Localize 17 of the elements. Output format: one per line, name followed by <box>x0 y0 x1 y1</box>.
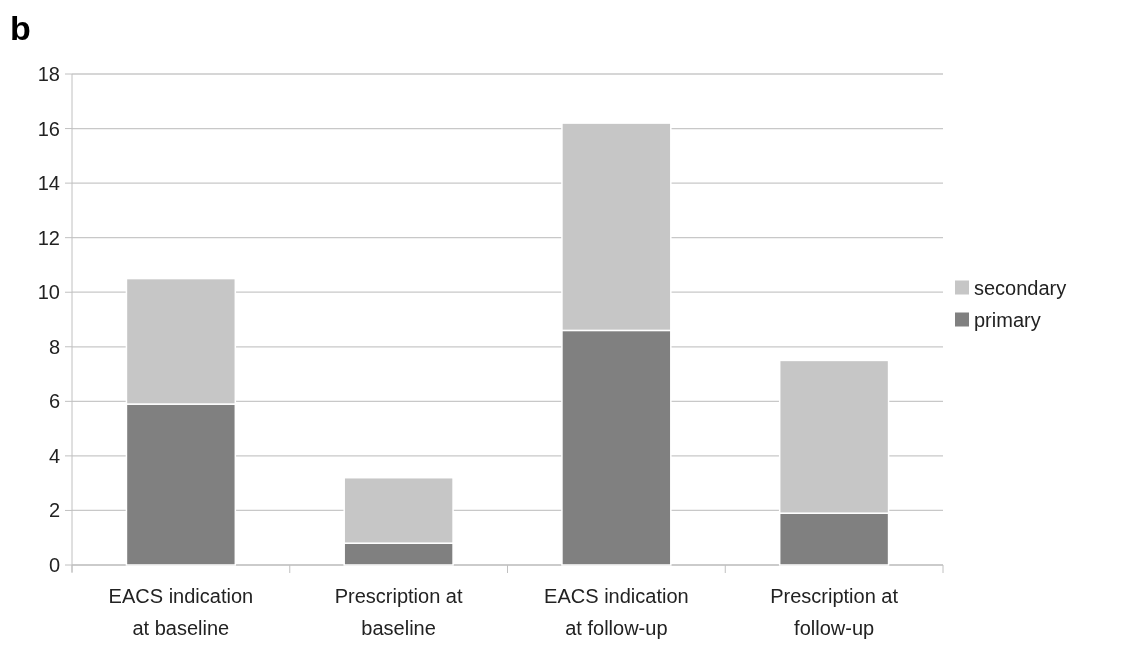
legend-label: primary <box>974 308 1041 331</box>
y-tick-label: 0 <box>48 554 60 576</box>
x-tick-label: EACS indication at follow-up <box>544 585 689 639</box>
y-tick-label: 18 <box>37 63 60 85</box>
y-tick-label: 4 <box>48 444 60 467</box>
y-tick-label: 10 <box>37 281 60 304</box>
x-tick-label: Prescription at follow-up <box>770 585 899 639</box>
legend-label: secondary <box>974 276 1067 299</box>
y-tick-label: 12 <box>37 226 60 249</box>
y-tick-label: 8 <box>48 335 60 358</box>
y-tick-label: 16 <box>37 117 60 140</box>
chart-title: b <box>10 9 31 47</box>
y-tick-label: 2 <box>48 499 60 522</box>
x-tick-label: Prescription at baseline <box>334 585 463 639</box>
y-tick-label: 6 <box>48 390 60 413</box>
x-tick-label: EACS indication at baseline <box>108 585 254 639</box>
y-tick-label: 14 <box>37 172 60 195</box>
